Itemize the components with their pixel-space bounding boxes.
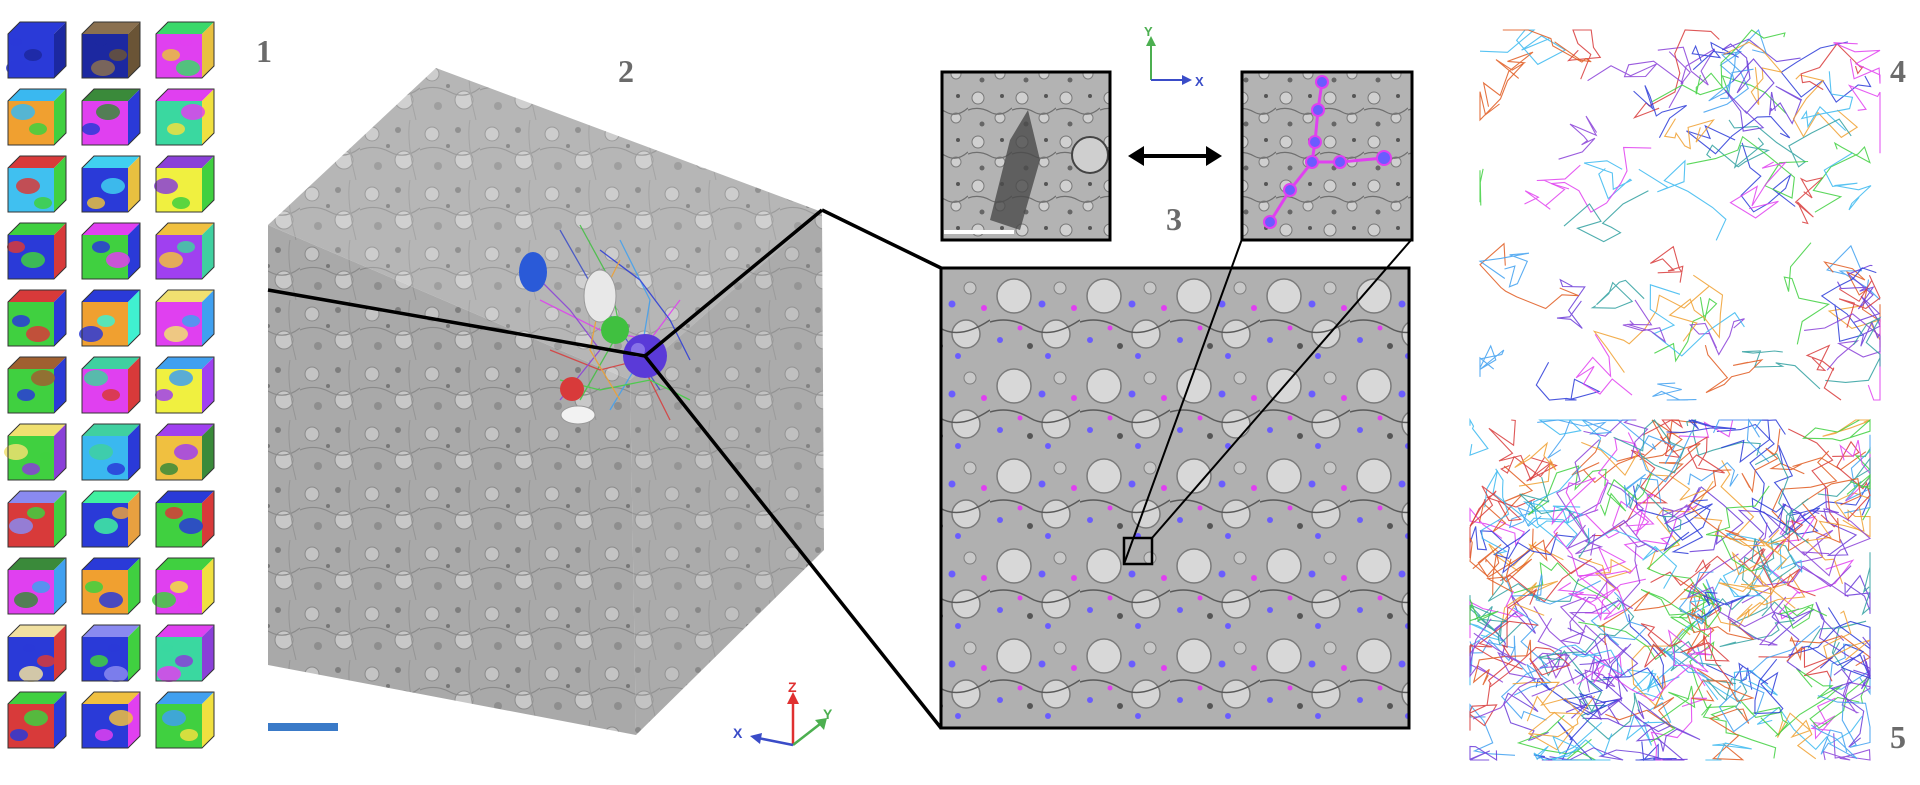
mini-segmentation-cube bbox=[155, 423, 215, 481]
mini-segmentation-cube bbox=[4, 423, 67, 481]
mini-segmentation-cube bbox=[81, 155, 141, 213]
em-slice-panel bbox=[939, 238, 1413, 730]
mini-segmentation-cube bbox=[155, 691, 215, 749]
mini-segmentation-cube bbox=[7, 222, 67, 280]
mini-segmentation-cube bbox=[7, 557, 67, 615]
axis-z-label: Z bbox=[788, 679, 797, 695]
mini-segmentation-cube bbox=[6, 21, 67, 79]
double-headed-arrow-icon bbox=[1128, 146, 1222, 166]
mini-segmentation-cube bbox=[155, 289, 215, 347]
panel-label-3: 3 bbox=[1166, 201, 1182, 237]
mini-segmentation-cube bbox=[81, 88, 141, 146]
mini-segmentation-cube bbox=[81, 557, 141, 615]
mini-segmentation-cube bbox=[155, 624, 215, 682]
mini-segmentation-cube bbox=[7, 356, 67, 414]
zoom-box bbox=[1122, 536, 1154, 566]
em-inset-raw bbox=[940, 70, 1112, 242]
mini-segmentation-cube bbox=[81, 356, 141, 414]
mini-segmentation-cube bbox=[155, 21, 215, 79]
mini-segmentation-cube bbox=[81, 691, 141, 749]
mini-segmentation-cube bbox=[7, 691, 67, 749]
panel-label-4: 4 bbox=[1890, 53, 1906, 89]
cube-right-face bbox=[630, 212, 824, 735]
mini-segmentation-cube bbox=[81, 423, 141, 481]
mini-segmentation-cube bbox=[81, 490, 141, 548]
mini-segmentation-cube bbox=[7, 624, 67, 682]
scale-bar bbox=[268, 723, 338, 731]
axis-y-label: Y bbox=[823, 706, 833, 722]
inset-axis-y-label: Y bbox=[1144, 24, 1153, 39]
mini-segmentation-cube bbox=[81, 222, 141, 280]
em-volume-cube bbox=[268, 68, 824, 735]
mini-segmentation-cube bbox=[155, 490, 215, 548]
axis-x-label: X bbox=[733, 725, 743, 741]
panel-label-1: 1 bbox=[256, 33, 272, 69]
skeleton-full-render bbox=[1469, 417, 1872, 762]
mini-segmentation-cube bbox=[154, 155, 215, 213]
skeleton-subset-render bbox=[1478, 28, 1882, 401]
mini-segmentation-cube bbox=[155, 222, 215, 280]
panel-label-5: 5 bbox=[1890, 719, 1906, 755]
mini-segmentation-cube bbox=[152, 557, 215, 615]
segmentation-cube-grid bbox=[4, 21, 215, 749]
axis-triad-icon: Z Y X bbox=[733, 679, 833, 747]
cube-left-face bbox=[268, 225, 636, 735]
cube-top-face bbox=[268, 68, 822, 380]
mini-segmentation-cube bbox=[79, 289, 141, 347]
panel-label-2: 2 bbox=[618, 53, 634, 89]
mini-segmentation-cube bbox=[7, 289, 67, 347]
zoom-connector-lines bbox=[267, 208, 943, 730]
inset-axis-x-label: X bbox=[1195, 74, 1204, 89]
inset-axis-triad-icon: Y X bbox=[1144, 24, 1204, 89]
mini-segmentation-cube bbox=[155, 356, 215, 414]
mini-segmentation-cube bbox=[81, 21, 141, 79]
mini-segmentation-cube bbox=[7, 490, 67, 548]
mini-segmentation-cube bbox=[81, 624, 141, 682]
mini-segmentation-cube bbox=[155, 88, 215, 146]
em-inset-skeleton bbox=[1240, 70, 1414, 242]
mini-segmentation-cube bbox=[7, 155, 67, 213]
mini-segmentation-cube bbox=[7, 88, 67, 146]
